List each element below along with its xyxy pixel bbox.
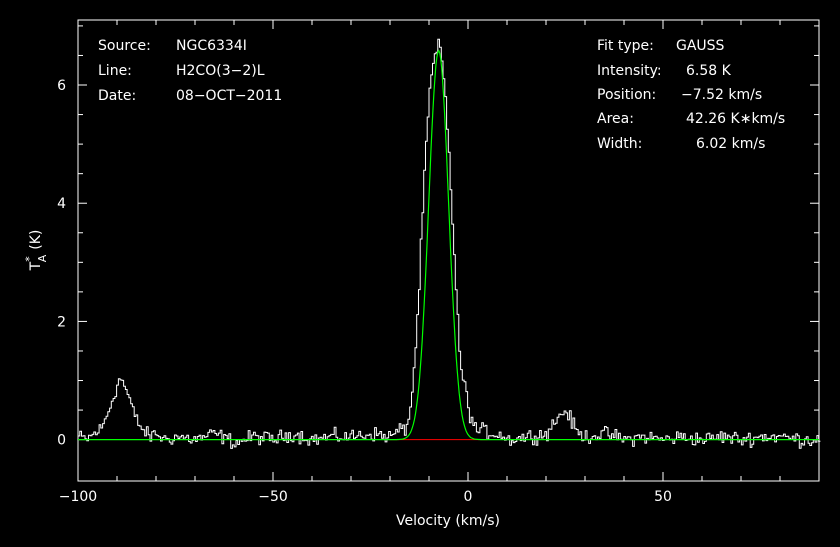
fit-type-label: Fit type: xyxy=(597,38,654,54)
x-axis-label: Velocity (km/s) xyxy=(396,513,500,529)
line-label: Line: xyxy=(98,63,132,79)
y-axis-label-main: T xyxy=(28,261,44,271)
position-value: −7.52 km/s xyxy=(681,87,762,103)
y-tick-label: 2 xyxy=(57,314,66,330)
y-tick-label: 6 xyxy=(57,78,66,94)
date-value: 08−OCT−2011 xyxy=(176,88,282,104)
area-label: Area: xyxy=(597,111,634,127)
width-label: Width: xyxy=(597,136,642,152)
x-tick-label: −50 xyxy=(258,489,288,505)
date-label: Date: xyxy=(98,88,136,104)
x-tick-label: −100 xyxy=(59,489,97,505)
area-value: 42.26 K∗km/s xyxy=(686,111,785,127)
y-axis-label: T*A (K) xyxy=(23,230,49,272)
y-axis-label-unit: (K) xyxy=(28,230,44,250)
y-tick-label: 0 xyxy=(57,433,66,449)
x-tick-label: 50 xyxy=(654,489,672,505)
axis-ticks: −100 −50 0 50 0 2 4 6 xyxy=(57,20,820,505)
intensity-value: 6.58 K xyxy=(686,63,732,79)
y-axis-label-sub: A xyxy=(36,254,49,262)
y-axis-label-text: T*A (K) xyxy=(23,230,49,272)
x-tick-label: 0 xyxy=(464,489,473,505)
plot-frame xyxy=(77,19,820,482)
width-value: 6.02 km/s xyxy=(696,136,765,152)
info-left: Source: NGC6334I Line: H2CO(3−2)L Date: … xyxy=(98,38,282,104)
source-label: Source: xyxy=(98,38,151,54)
line-value: H2CO(3−2)L xyxy=(176,63,265,79)
info-right: Fit type: GAUSS Intensity: 6.58 K Positi… xyxy=(597,38,785,152)
source-value: NGC6334I xyxy=(176,38,247,54)
position-label: Position: xyxy=(597,87,656,103)
gaussian-fit-line xyxy=(78,49,819,441)
fit-type-value: GAUSS xyxy=(676,38,725,54)
y-tick-label: 4 xyxy=(57,196,66,212)
y-axis-label-sup: * xyxy=(23,256,36,262)
intensity-label: Intensity: xyxy=(597,63,662,79)
